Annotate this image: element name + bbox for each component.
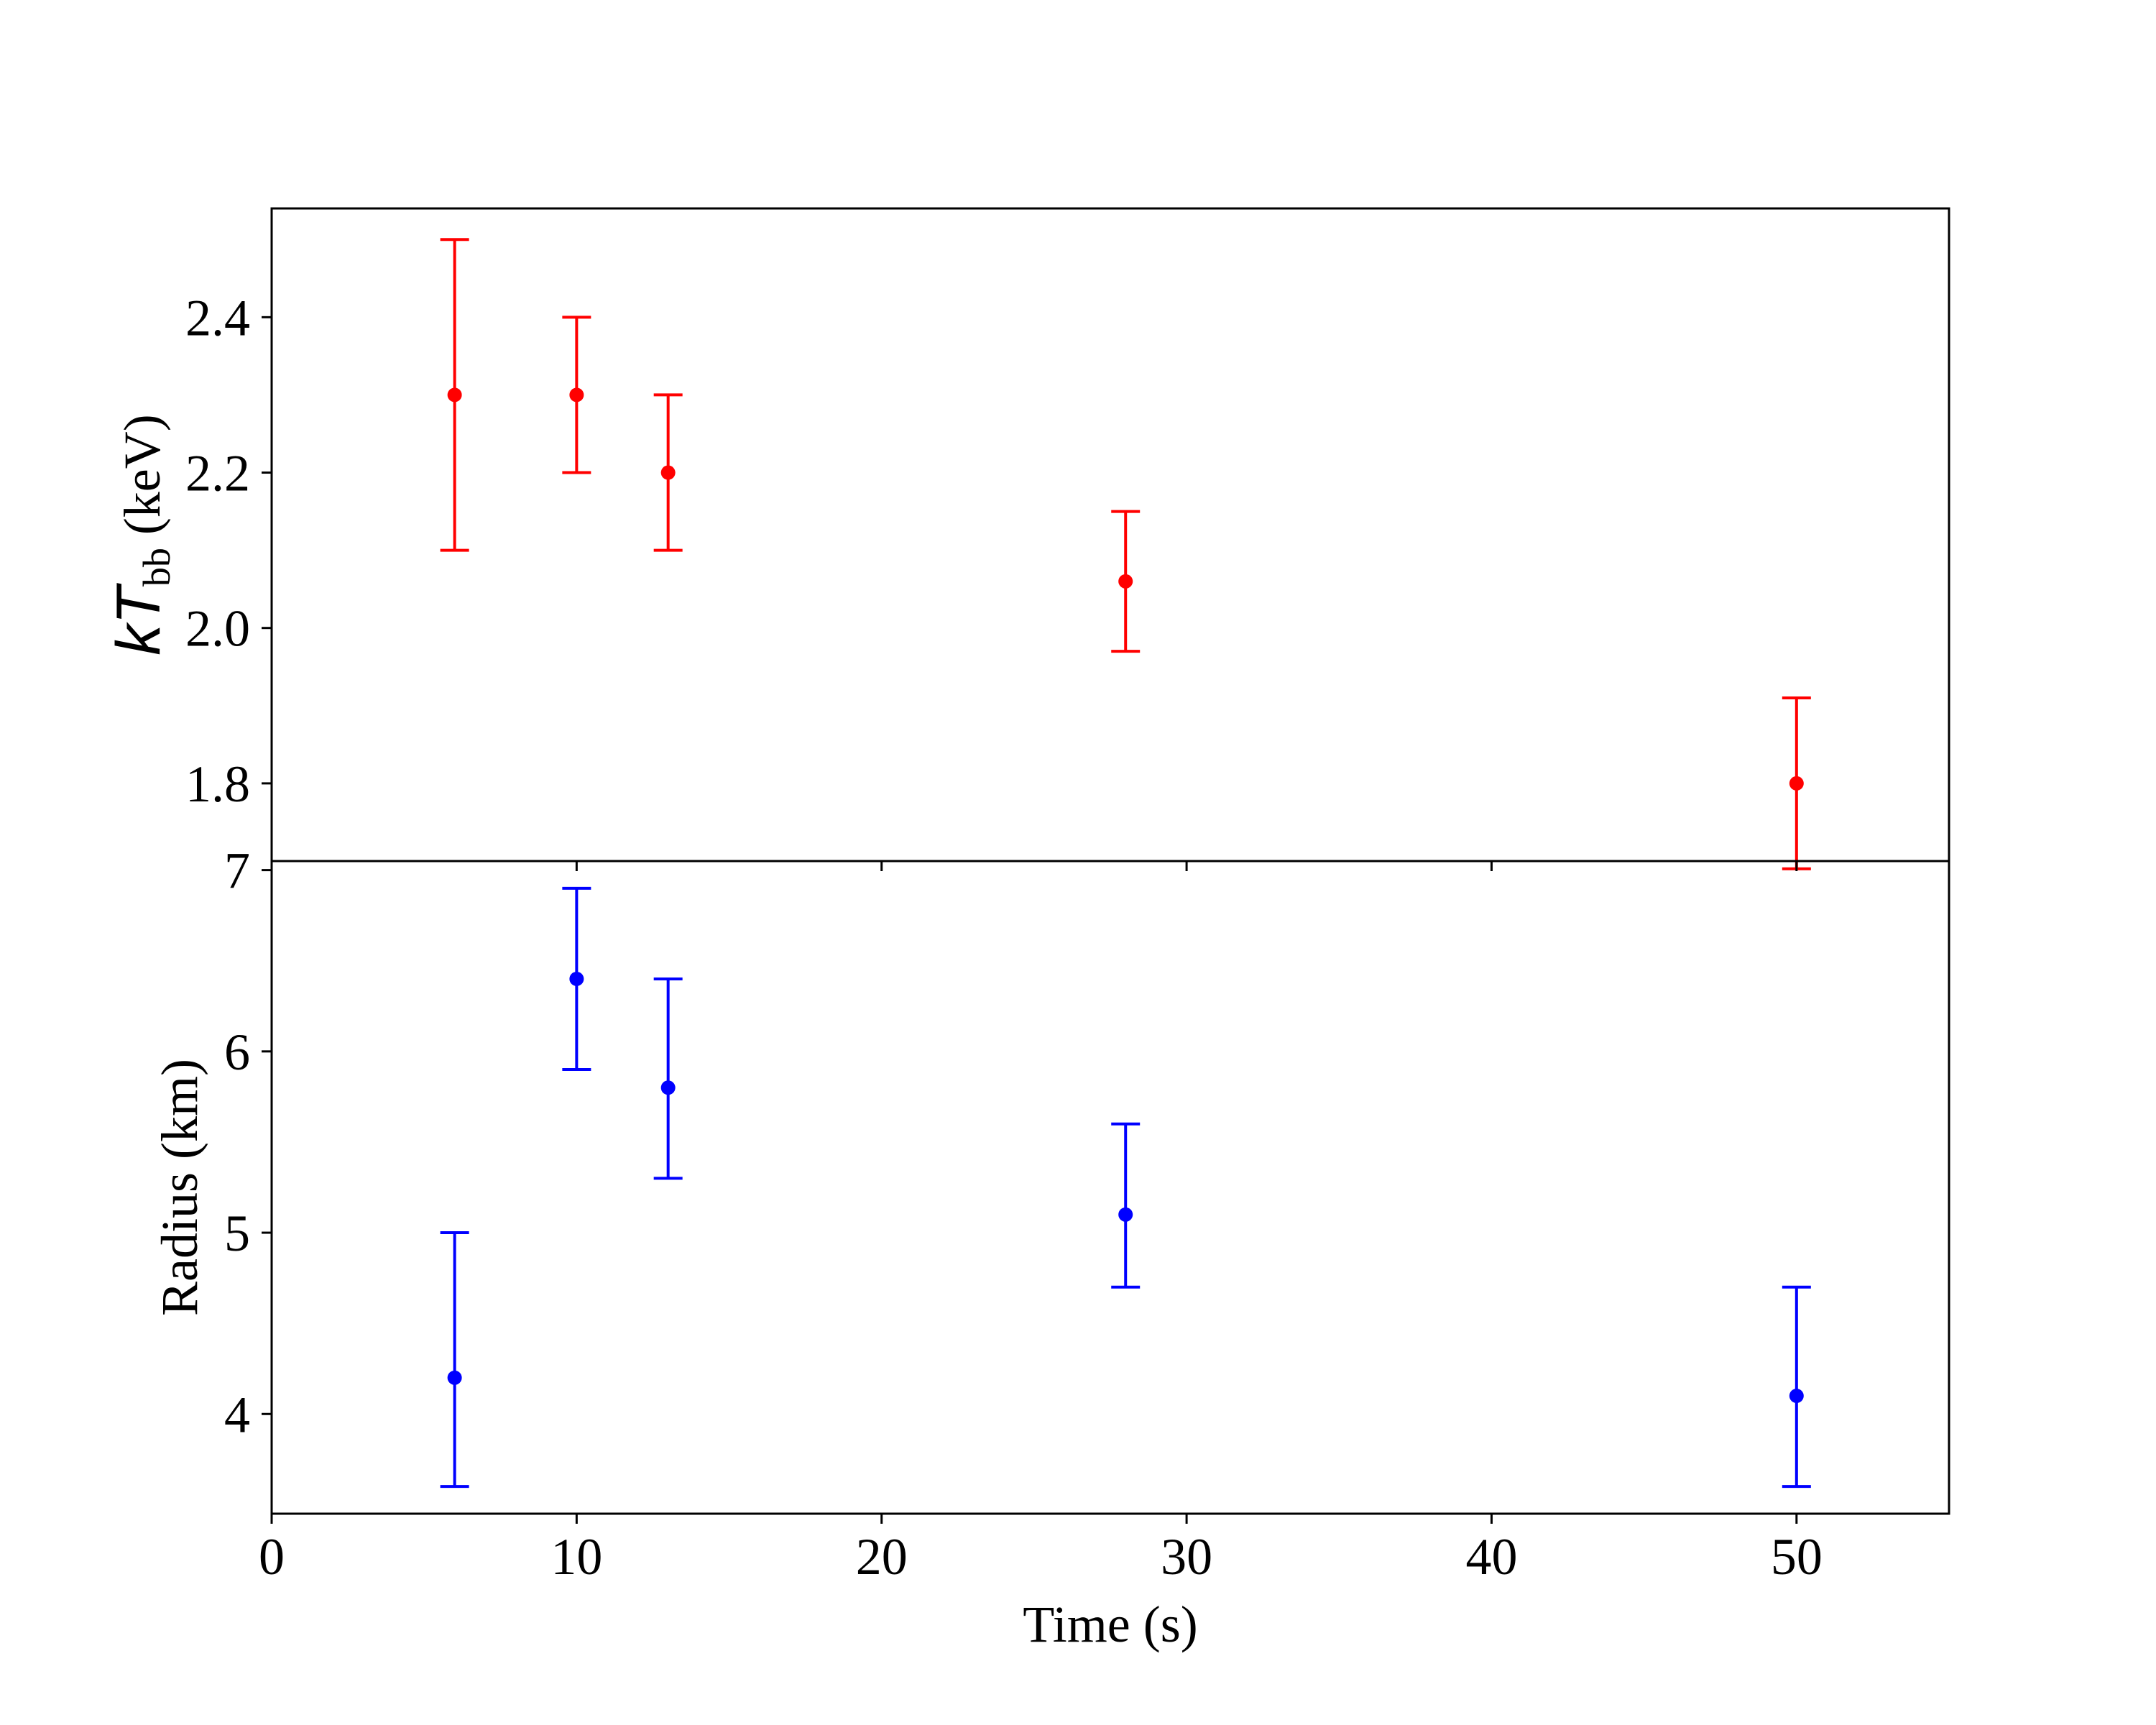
x-axis-label: Time (s) <box>1023 1596 1197 1653</box>
top-y-tick-label: 1.8 <box>185 755 250 813</box>
bottom-data-point <box>440 1231 469 1489</box>
bottom-marker <box>1789 1389 1804 1404</box>
top-y-tick-label: 2.0 <box>185 600 250 658</box>
top-y-axis-label-suffix: (keV) <box>114 414 171 548</box>
bottom-y-tick-label: 4 <box>224 1386 250 1443</box>
top-data-marks <box>440 238 1811 870</box>
bottom-marker <box>569 971 584 986</box>
bottom-data-point <box>562 886 591 1072</box>
top-y-axis-label-subscript: bb <box>135 548 178 586</box>
top-data-point <box>1111 510 1141 653</box>
top-panel: 1.8 2.0 2.2 2.4 kTbb (keV) <box>104 207 1950 871</box>
bottom-data-point <box>1782 1285 1811 1489</box>
bottom-marker <box>447 1370 462 1385</box>
top-ticks: 1.8 2.0 2.2 2.4 <box>185 289 1798 871</box>
top-marker <box>1789 776 1804 791</box>
x-tick-label: 0 <box>259 1528 285 1586</box>
bottom-data-marks <box>440 886 1811 1489</box>
top-y-tick-label: 2.2 <box>185 445 250 502</box>
top-y-axis-label: kTbb (keV) <box>104 414 178 655</box>
bottom-y-tick-label: 6 <box>224 1024 250 1081</box>
top-data-point <box>562 316 591 474</box>
bottom-marker <box>660 1080 676 1095</box>
bottom-axes-frame <box>270 860 1950 1515</box>
x-tick-label: 30 <box>1161 1528 1212 1586</box>
top-y-tick-label: 2.4 <box>185 289 250 346</box>
bottom-data-point <box>653 977 683 1180</box>
top-marker <box>569 387 584 402</box>
top-marker <box>447 387 462 402</box>
bottom-ticks: 4 5 6 7 0 10 20 30 40 50 <box>224 842 1823 1586</box>
x-tick-label: 40 <box>1465 1528 1517 1586</box>
bottom-data-point <box>1111 1122 1141 1289</box>
bottom-y-tick-label: 7 <box>224 842 250 900</box>
bottom-y-tick-label: 5 <box>224 1205 250 1262</box>
top-marker <box>1118 574 1133 589</box>
bottom-marker <box>1118 1207 1133 1222</box>
top-data-point <box>653 393 683 552</box>
x-tick-label: 20 <box>856 1528 908 1586</box>
top-data-point <box>440 238 469 552</box>
top-marker <box>660 465 676 480</box>
bottom-y-axis-label: Radius (km) <box>151 1059 208 1316</box>
x-tick-label: 10 <box>550 1528 602 1586</box>
bottom-panel: 4 5 6 7 0 10 20 30 40 50 Radius (km) Time (s) <box>151 842 1950 1653</box>
x-tick-label: 50 <box>1771 1528 1823 1586</box>
top-y-axis-label-prefix: kT <box>104 583 173 656</box>
